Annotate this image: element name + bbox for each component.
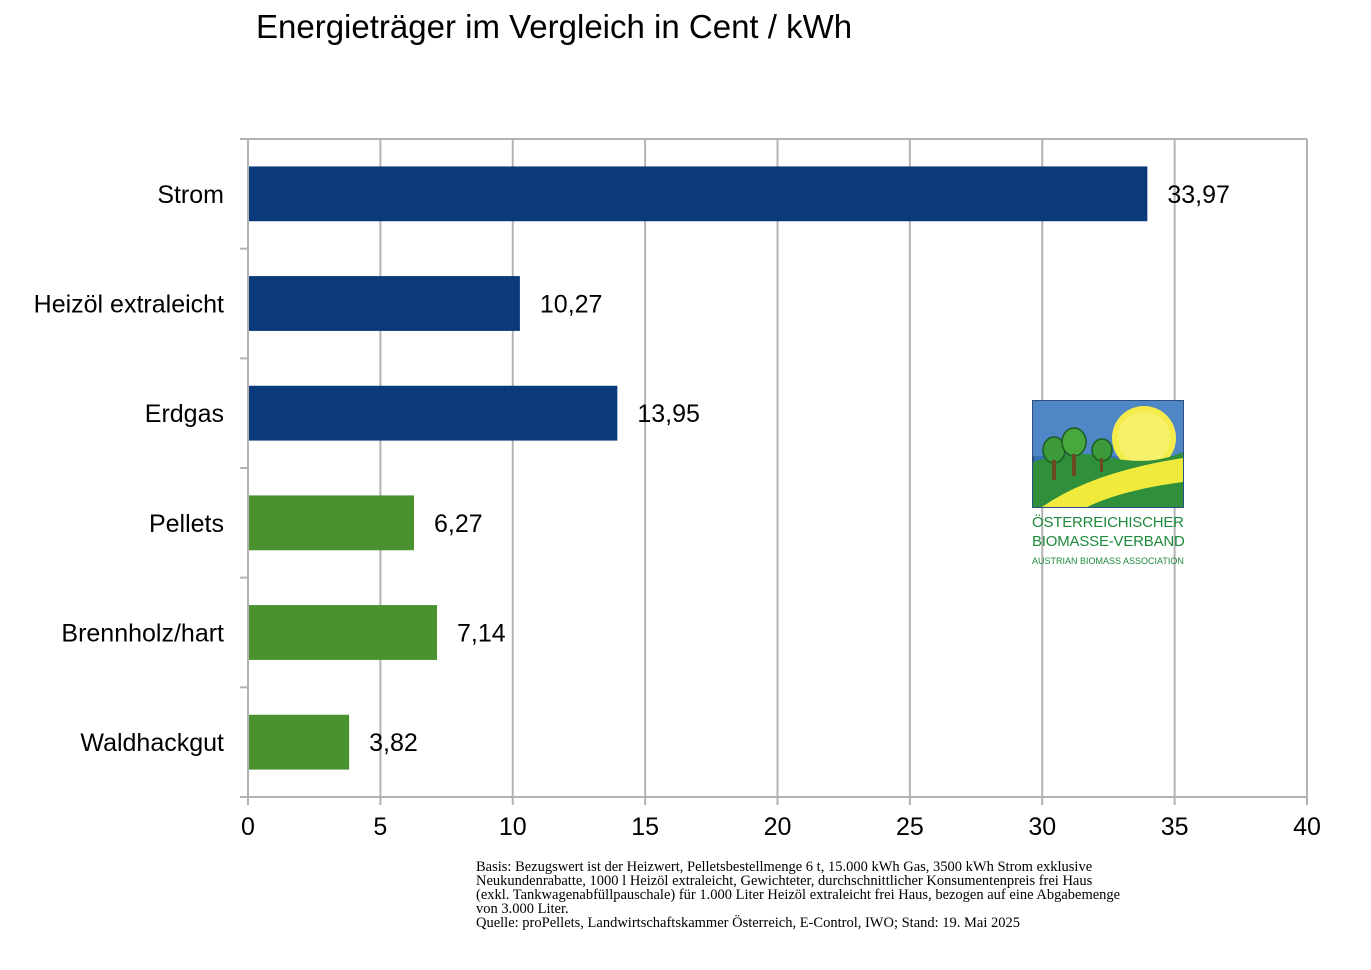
footnote-source: Quelle: proPellets, Landwirtschaftskamme… xyxy=(476,915,1021,931)
bar xyxy=(248,166,1148,222)
category-label: Erdgas xyxy=(145,400,224,428)
biomasse-verband-logo: ÖSTERREICHISCHER BIOMASSE-VERBAND AUSTRI… xyxy=(1030,400,1190,575)
x-tick-label: 25 xyxy=(896,813,924,841)
bars xyxy=(248,166,1148,770)
footnote-line: (exkl. Tankwagenabfüllpauschale) für 1.0… xyxy=(476,887,1121,903)
bar xyxy=(248,276,520,331)
x-tick-label: 30 xyxy=(1028,813,1056,841)
category-label: Pellets xyxy=(149,510,224,538)
footnote-line: Neukundenrabatte, 1000 l Heizöl extralei… xyxy=(476,873,1093,889)
chart-title: Energieträger im Vergleich in Cent / kWh xyxy=(256,8,853,45)
logo-text-line1: ÖSTERREICHISCHER xyxy=(1032,514,1184,531)
x-tick-label: 5 xyxy=(373,813,387,841)
category-label: Heizöl extraleicht xyxy=(34,291,224,319)
x-tick-label: 35 xyxy=(1161,813,1189,841)
bar xyxy=(248,385,618,441)
data-label: 3,82 xyxy=(369,729,418,757)
footnote: Basis: Bezugswert ist der Heizwert, Pell… xyxy=(476,859,1316,931)
footnote-line: Basis: Bezugswert ist der Heizwert, Pell… xyxy=(476,859,1093,875)
data-label: 10,27 xyxy=(540,291,603,319)
category-label: Brennholz/hart xyxy=(61,620,224,648)
x-tick-label: 40 xyxy=(1293,813,1321,841)
x-tick-label: 15 xyxy=(631,813,659,841)
data-label: 7,14 xyxy=(457,620,506,648)
category-label: Strom xyxy=(157,181,224,209)
bar xyxy=(248,714,350,770)
logo-text-line2: BIOMASSE-VERBAND xyxy=(1032,533,1185,550)
bar xyxy=(248,495,414,551)
x-tick-label: 10 xyxy=(499,813,527,841)
data-label: 13,95 xyxy=(637,400,700,428)
labels: 33,97 Strom 10,27 Heizöl extraleicht 13,95 Er… xyxy=(34,181,1321,841)
bar xyxy=(248,605,438,660)
footnote-line: von 3.000 Liter. xyxy=(476,901,569,917)
axes xyxy=(240,138,1308,805)
data-label: 33,97 xyxy=(1167,181,1230,209)
x-tick-label: 0 xyxy=(241,813,255,841)
x-tick-label: 20 xyxy=(764,813,792,841)
logo-image xyxy=(1032,400,1184,508)
category-label: Waldhackgut xyxy=(80,729,224,757)
logo-text-line3: AUSTRIAN BIOMASS ASSOCIATION xyxy=(1032,556,1184,566)
data-label: 6,27 xyxy=(434,510,483,538)
